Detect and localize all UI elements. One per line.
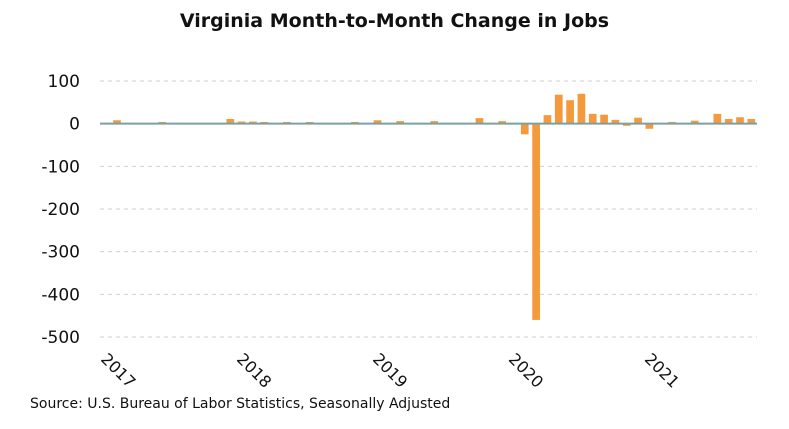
source-note: Source: U.S. Bureau of Labor Statistics,… xyxy=(30,396,451,412)
y-tick-label: 100 xyxy=(48,72,80,92)
x-tick-label: 2019 xyxy=(369,349,411,391)
bar xyxy=(520,123,529,135)
bar xyxy=(475,118,484,124)
x-tick-label: 2021 xyxy=(641,349,683,391)
bar xyxy=(690,120,699,124)
x-tick-label: 2018 xyxy=(233,349,275,391)
bar xyxy=(736,117,744,124)
y-tick-label: -200 xyxy=(41,200,80,220)
bar xyxy=(634,117,642,124)
bar xyxy=(430,121,439,124)
chart-title: Virginia Month-to-Month Change in Jobs xyxy=(179,10,610,32)
bar xyxy=(713,113,722,124)
y-tick-label: -400 xyxy=(41,285,80,305)
bar xyxy=(543,115,552,124)
bar xyxy=(622,123,631,126)
y-tick-label: -500 xyxy=(41,328,80,348)
y-tick-label: -100 xyxy=(41,157,80,177)
bars xyxy=(101,93,756,320)
bar xyxy=(611,119,620,124)
bar xyxy=(237,121,246,124)
x-tick-label: 2017 xyxy=(97,349,139,391)
bar xyxy=(747,118,756,124)
bar xyxy=(554,94,563,124)
y-tick-label: -300 xyxy=(41,243,80,263)
bar xyxy=(532,123,540,320)
x-axis: 2017 2018 2019 2020 2021 xyxy=(97,349,683,391)
bar xyxy=(226,118,235,124)
gridlines xyxy=(100,80,757,338)
bar xyxy=(588,113,597,124)
y-axis: 100 0 -100 -200 -300 -400 -500 xyxy=(41,72,80,348)
bar xyxy=(396,121,405,124)
bar xyxy=(645,123,654,129)
bar xyxy=(113,120,121,124)
bar xyxy=(566,100,574,124)
bar xyxy=(498,121,506,124)
bar xyxy=(577,93,586,124)
y-tick-label: 0 xyxy=(69,115,80,135)
bar xyxy=(373,120,382,124)
bar xyxy=(600,114,608,124)
bar xyxy=(249,121,257,124)
x-tick-label: 2020 xyxy=(505,349,547,391)
bar xyxy=(724,118,733,124)
